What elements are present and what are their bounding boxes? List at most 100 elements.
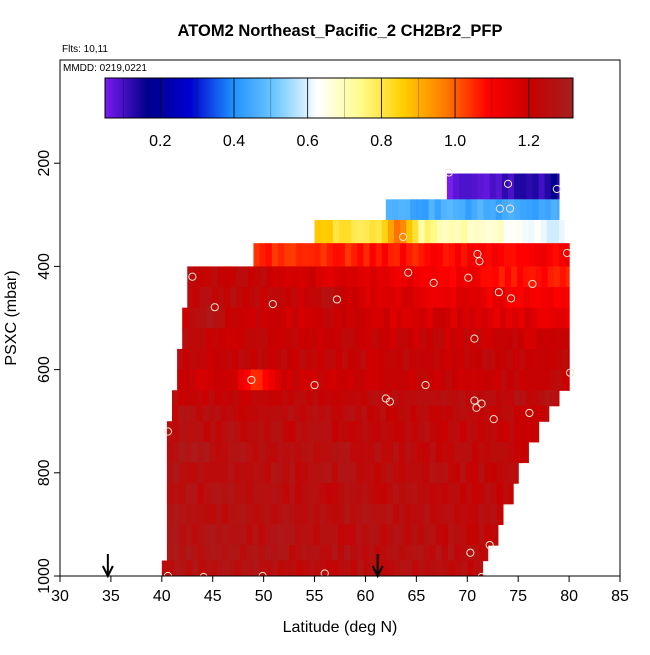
heatmap-cell (324, 405, 332, 422)
heatmap-cell (457, 307, 464, 329)
heatmap-cell (329, 369, 337, 391)
sample-point (494, 288, 503, 297)
heatmap-cell (233, 405, 240, 422)
heatmap-cell (333, 266, 341, 288)
heatmap-cell (221, 462, 229, 484)
heatmap-cell (295, 421, 302, 443)
heatmap-cell (520, 173, 527, 200)
heatmap-cell (292, 307, 299, 329)
heatmap-cell (322, 328, 330, 350)
heatmap-cell (477, 199, 485, 221)
heatmap-cell (423, 421, 431, 443)
heatmap-cell (311, 369, 319, 391)
heatmap-cell (529, 266, 537, 288)
heatmap-cell (290, 243, 297, 267)
heatmap-cell (317, 348, 325, 371)
heatmap-cell (209, 503, 217, 525)
heatmap-cell (532, 390, 540, 407)
heatmap-cell (338, 219, 346, 244)
heatmap-cell (523, 266, 530, 288)
heatmap-cell (342, 348, 349, 371)
heatmap-cell (303, 287, 311, 309)
sample-point (472, 403, 481, 412)
heatmap-cell (355, 390, 362, 407)
heatmap-cell (249, 328, 257, 350)
heatmap-cell (179, 421, 186, 443)
heatmap-cell (249, 307, 257, 329)
heatmap-cell (253, 560, 261, 576)
heatmap-cell (411, 421, 418, 443)
heatmap-cell (554, 307, 562, 329)
y-axis-label: PSXC (mbar) (3, 270, 20, 365)
heatmap-cell (450, 307, 458, 329)
heatmap-cell (490, 503, 498, 525)
heatmap-cell (289, 462, 296, 484)
heatmap-cell (495, 405, 503, 422)
heatmap-cell (179, 545, 186, 562)
heatmap-cell (325, 545, 333, 562)
heatmap-cell (466, 483, 473, 505)
heatmap-cell (447, 421, 455, 443)
heatmap-cell (286, 328, 293, 350)
heatmap-cell (440, 390, 448, 407)
heatmap-cell (457, 328, 464, 350)
heatmap-cell (430, 243, 438, 267)
heatmap-cell (313, 503, 321, 525)
heatmap-cell (328, 307, 336, 329)
heatmap-cell (237, 328, 244, 350)
heatmap-cell (550, 390, 558, 407)
heatmap-cell (281, 390, 289, 407)
heatmap-cell (454, 421, 461, 443)
heatmap-cell (172, 390, 179, 407)
heatmap-cell (456, 287, 463, 309)
sample-point (525, 408, 534, 418)
heatmap-cell (257, 405, 265, 422)
heatmap-cell (256, 348, 264, 371)
heatmap-cell (366, 348, 374, 371)
heatmap-cell (243, 328, 250, 350)
heatmap-cell (243, 307, 250, 329)
heatmap-cell (496, 421, 504, 443)
heatmap-cell (441, 545, 449, 562)
heatmap-cell (221, 421, 229, 443)
heatmap-cell (356, 421, 363, 443)
heatmap-cell (406, 560, 413, 576)
heatmap-cell (209, 441, 217, 464)
heatmap-cell (328, 328, 336, 350)
heatmap-cell (230, 266, 237, 288)
heatmap-cell (566, 287, 570, 309)
heatmap-cell (511, 266, 518, 288)
heatmap-cell (179, 441, 186, 464)
heatmap-cell (326, 243, 334, 267)
heatmap-cell (380, 545, 388, 562)
heatmap-cell (558, 243, 566, 267)
heatmap-cell (206, 307, 214, 329)
heatmap-cell (368, 462, 376, 484)
heatmap-cell (322, 307, 330, 329)
heatmap-cell (204, 560, 212, 576)
heatmap-cell (326, 560, 334, 576)
heatmap-cell (515, 462, 519, 484)
heatmap-cell (348, 348, 355, 371)
heatmap-cell (478, 462, 486, 484)
heatmap-cell (516, 243, 523, 267)
heatmap-cell (435, 421, 443, 443)
heatmap-cell (405, 441, 412, 464)
heatmap-cell (405, 524, 412, 546)
heatmap-cell (423, 441, 431, 464)
heatmap-cell (444, 328, 452, 350)
heatmap-cell (244, 348, 251, 371)
sample-point (552, 184, 561, 194)
heatmap-cell (325, 462, 333, 484)
y-axis: 200 400 600 800 1000 (36, 150, 60, 594)
heatmap-cell (264, 545, 272, 562)
x-axis-label: Latitude (deg N) (283, 619, 398, 636)
heatmap-cell (224, 307, 232, 329)
heatmap-cell (252, 524, 260, 546)
heatmap-cell (236, 266, 243, 288)
heatmap-cell (526, 173, 534, 200)
heatmap-cell (414, 307, 422, 329)
heatmap-cell (431, 266, 439, 288)
heatmap-cell (254, 287, 262, 309)
heatmap-cell (185, 524, 192, 546)
